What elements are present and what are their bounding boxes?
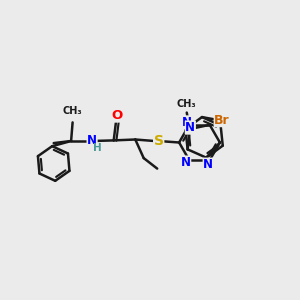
Text: CH₃: CH₃ — [177, 99, 197, 109]
Text: H: H — [93, 142, 102, 153]
Text: N: N — [181, 156, 191, 169]
Text: O: O — [111, 109, 122, 122]
Text: CH₃: CH₃ — [63, 106, 82, 116]
Text: Br: Br — [214, 114, 230, 127]
Text: N: N — [203, 158, 213, 171]
Text: S: S — [154, 134, 164, 148]
Text: N: N — [87, 134, 97, 147]
Text: N: N — [182, 116, 192, 129]
Text: N: N — [185, 121, 195, 134]
